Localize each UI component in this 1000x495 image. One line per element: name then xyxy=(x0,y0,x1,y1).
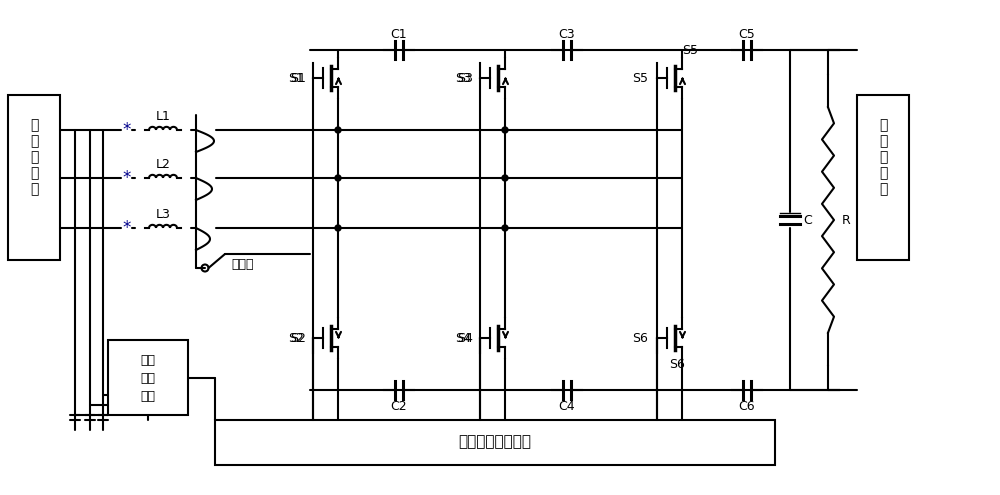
Text: *: * xyxy=(123,121,131,139)
Text: S3: S3 xyxy=(455,71,471,85)
Text: S1: S1 xyxy=(290,71,306,85)
Text: 继电器: 继电器 xyxy=(232,257,254,270)
Bar xyxy=(215,420,775,465)
Text: S4: S4 xyxy=(457,332,473,345)
Text: 流: 流 xyxy=(30,134,38,148)
Text: C3: C3 xyxy=(559,28,575,41)
Text: 出: 出 xyxy=(879,182,887,196)
Text: 输: 输 xyxy=(879,166,887,180)
Text: C2: C2 xyxy=(391,399,407,412)
Circle shape xyxy=(502,225,508,231)
Text: L2: L2 xyxy=(156,157,170,170)
Circle shape xyxy=(335,225,341,231)
Text: *: * xyxy=(123,169,131,187)
Bar xyxy=(857,95,909,260)
Bar xyxy=(8,95,60,260)
Text: 流: 流 xyxy=(879,134,887,148)
Text: S4: S4 xyxy=(455,332,471,345)
Text: C: C xyxy=(804,213,812,227)
Text: 侧: 侧 xyxy=(30,150,38,164)
Text: C4: C4 xyxy=(559,399,575,412)
Text: L3: L3 xyxy=(156,207,170,220)
Text: C6: C6 xyxy=(739,399,755,412)
Text: S5: S5 xyxy=(682,44,698,56)
Text: C1: C1 xyxy=(391,28,407,41)
Text: S3: S3 xyxy=(457,71,473,85)
Text: 检测: 检测 xyxy=(140,372,156,385)
Text: 交: 交 xyxy=(30,118,38,132)
Text: S2: S2 xyxy=(288,332,304,345)
Circle shape xyxy=(335,175,341,181)
Text: C5: C5 xyxy=(739,28,755,41)
Text: R: R xyxy=(842,213,850,227)
Text: 控制信号发生装置: 控制信号发生装置 xyxy=(458,435,532,449)
Text: 入: 入 xyxy=(30,182,38,196)
Circle shape xyxy=(502,175,508,181)
Text: 电压: 电压 xyxy=(140,353,156,366)
Circle shape xyxy=(335,127,341,133)
Text: S2: S2 xyxy=(290,332,306,345)
Text: S6: S6 xyxy=(669,357,685,370)
Text: S5: S5 xyxy=(632,71,648,85)
Text: S6: S6 xyxy=(632,332,648,345)
Text: L1: L1 xyxy=(156,109,170,122)
Bar xyxy=(108,340,188,415)
Text: 侧: 侧 xyxy=(879,150,887,164)
Text: *: * xyxy=(123,219,131,237)
Text: S1: S1 xyxy=(288,71,304,85)
Circle shape xyxy=(502,127,508,133)
Text: 模块: 模块 xyxy=(140,390,156,402)
Text: 输: 输 xyxy=(30,166,38,180)
Text: 直: 直 xyxy=(879,118,887,132)
